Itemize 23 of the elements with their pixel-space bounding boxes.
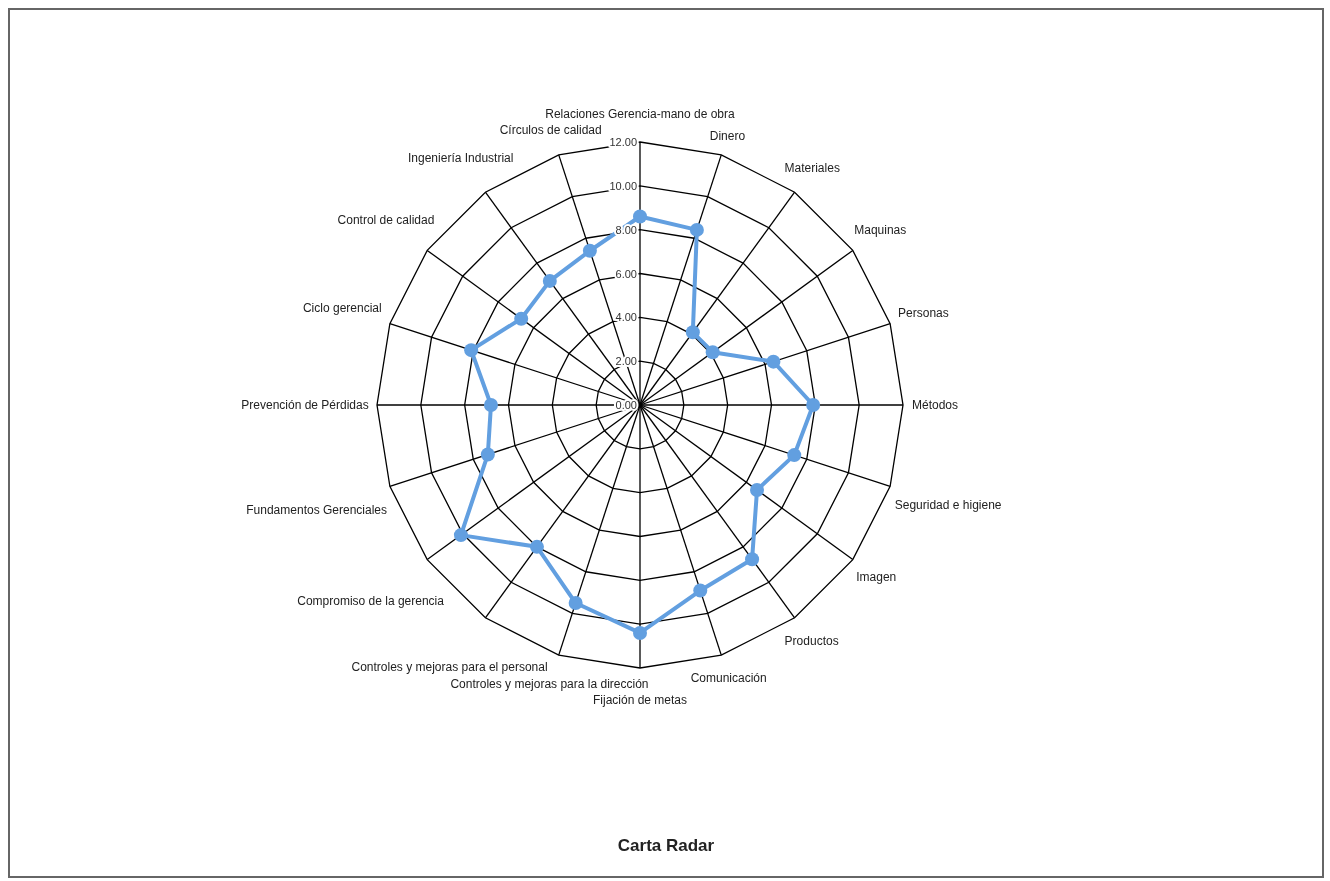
spoke-label: Control de calidad [337, 213, 435, 228]
y-tick-label: 8.00 [615, 223, 637, 236]
spoke-label: Relaciones Gerencia-mano de obra [545, 107, 736, 121]
spoke-label: Maquinas [854, 223, 907, 238]
spoke-label: Productos [784, 634, 839, 649]
spoke-label: Círculos de calidad [499, 123, 602, 138]
spoke-label: Compromiso de la gerencia [297, 593, 445, 608]
spoke-label: Imagen [856, 569, 897, 584]
spoke-label: Ciclo gerencial [302, 301, 382, 316]
spoke-label: Controles y mejoras para la dirección [450, 676, 649, 691]
spoke-label: Prevención de Pérdidas [241, 398, 369, 412]
spoke-label: Fijación de metas [592, 693, 688, 707]
spoke-label: Fundamentos Gerenciales [246, 503, 388, 518]
spoke-label: Comunicación [690, 670, 767, 685]
spoke-label: Controles y mejoras para el personal [351, 660, 548, 675]
spoke-label: Materiales [784, 160, 840, 175]
spoke-label: Personas [898, 305, 949, 320]
spoke-label: Métodos [911, 398, 959, 412]
text: Carta Radar [616, 836, 716, 856]
y-tick-label: 0.00 [615, 399, 637, 411]
spoke-label: Dinero [709, 128, 746, 143]
spoke-label: Seguridad e higiene [894, 498, 1002, 513]
spoke-label: Ingeniería Industrial [408, 151, 514, 166]
